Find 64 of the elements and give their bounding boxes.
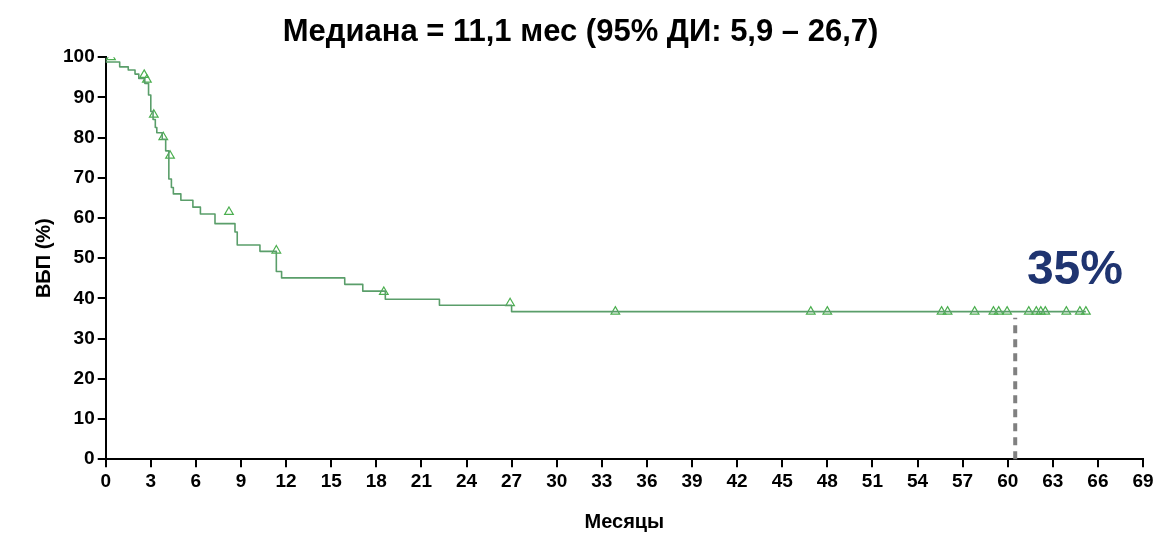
x-tick-label: 18 — [365, 469, 387, 491]
x-tick-label: 69 — [1132, 469, 1154, 491]
x-tick-label: 27 — [501, 469, 523, 491]
y-tick-label: 80 — [73, 125, 95, 147]
point — [936, 306, 947, 315]
x-tick-label: 57 — [952, 469, 974, 491]
y-tick-label: 10 — [73, 407, 95, 429]
point — [942, 306, 953, 315]
point — [378, 286, 389, 296]
point — [1040, 306, 1051, 315]
point — [158, 131, 169, 141]
point — [1031, 306, 1042, 315]
x-tick-label: 42 — [726, 469, 748, 491]
point — [805, 306, 816, 315]
x-tick-label: 0 — [100, 469, 111, 491]
x-tick-label: 60 — [997, 469, 1019, 491]
x-tick-label: 6 — [190, 469, 202, 491]
x-tick-label: 39 — [681, 469, 703, 491]
x-tick-label: 3 — [145, 469, 157, 491]
x-tick-label: 30 — [546, 469, 568, 491]
point — [988, 306, 999, 315]
y-tick-label: 70 — [73, 166, 95, 188]
point — [822, 306, 833, 315]
y-axis-title: ВБП (%) — [31, 218, 54, 299]
point — [610, 306, 621, 315]
x-tick-label: 63 — [1042, 469, 1064, 491]
y-tick-label: 60 — [73, 206, 95, 228]
y-tick-label: 30 — [73, 326, 95, 348]
point — [993, 306, 1004, 315]
y-tick-label: 20 — [73, 367, 95, 389]
y-tick-label: 50 — [73, 246, 95, 268]
point — [1035, 306, 1046, 315]
point — [165, 150, 175, 159]
x-tick-label: 66 — [1087, 469, 1109, 491]
x-axis-title: Месяцы — [584, 509, 665, 532]
annotation: 35% — [1026, 240, 1123, 294]
x-tick-label: 45 — [771, 469, 794, 491]
point — [139, 69, 150, 78]
y-tick-label: 90 — [73, 85, 95, 107]
chart-title: Медиана = 11,1 мес (95% ДИ: 5,9 – 26,7) — [282, 13, 879, 49]
x-tick-label: 24 — [455, 469, 478, 491]
x-tick-label: 48 — [816, 469, 838, 491]
x-tick-label: 21 — [410, 469, 433, 491]
x-tick-label: 36 — [636, 469, 658, 491]
y-tick-label: 0 — [84, 447, 95, 469]
point — [505, 297, 516, 307]
point — [148, 109, 159, 118]
point — [1080, 306, 1091, 315]
point — [969, 306, 980, 315]
point — [224, 206, 234, 216]
x-tick-label: 51 — [861, 469, 884, 491]
x-tick-label: 33 — [591, 469, 613, 491]
point — [1074, 306, 1085, 315]
point — [271, 244, 282, 254]
y-tick-label: 100 — [63, 45, 95, 67]
x-tick-label: 9 — [235, 469, 247, 491]
point — [1061, 306, 1072, 315]
point — [1023, 306, 1034, 315]
x-tick-label: 12 — [275, 469, 297, 491]
y-tick-label: 40 — [73, 286, 95, 308]
point — [141, 74, 152, 83]
x-tick-label: 54 — [906, 469, 929, 491]
point — [1002, 306, 1013, 315]
x-tick-label: 15 — [320, 469, 343, 491]
